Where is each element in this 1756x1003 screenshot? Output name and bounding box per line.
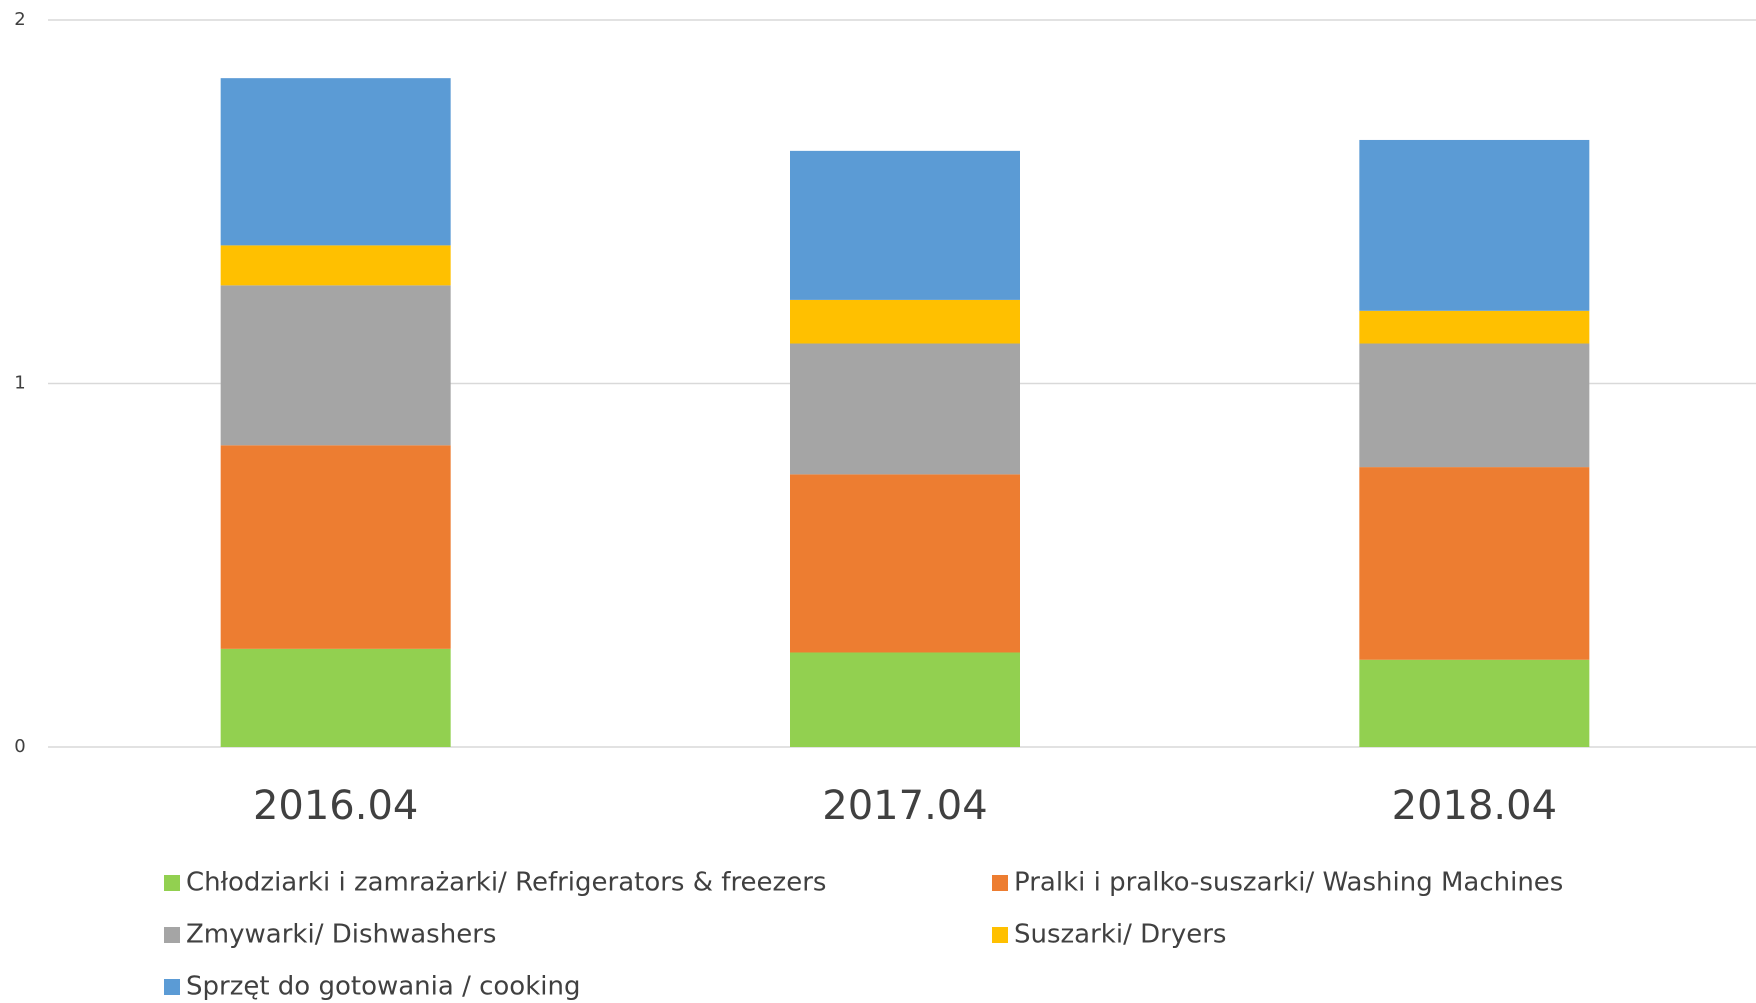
legend-swatch [992,927,1008,943]
legend-swatch [164,875,180,891]
x-tick-label: 2018.04 [1392,783,1557,829]
legend-swatch [164,927,180,943]
legend-swatch [164,979,180,995]
bar-segment [220,445,451,649]
legend-swatch [992,875,1008,891]
y-tick-label: 0 [14,736,25,757]
bar-segment [1359,139,1590,311]
bar-segment [220,78,451,246]
y-tick-label: 2 [14,9,25,30]
bar-segment [790,474,1020,653]
bar-segment [1359,659,1590,747]
legend-label: Zmywarki/ Dishwashers [186,920,496,950]
bar-segment [220,245,451,286]
y-tick-label: 1 [14,373,25,394]
bar-segment [220,648,451,747]
x-tick-label: 2016.04 [253,783,418,829]
x-tick-label: 2017.04 [822,783,987,829]
bar-segment [1359,467,1590,660]
legend-label: Pralki i pralko-suszarki/ Washing Machin… [1014,868,1563,898]
legend-label: Sprzęt do gotowania / cooking [186,972,580,1002]
bar-segment [790,343,1020,475]
bar-segment [220,285,451,446]
bar-segment [1359,310,1590,344]
legend-label: Suszarki/ Dryers [1014,920,1226,950]
legend-label: Chłodziarki i zamrażarki/ Refrigerators … [186,868,826,898]
bar-segment [790,299,1020,344]
bar-segment [790,150,1020,300]
bar-segment [1359,343,1590,468]
bar-segment [790,652,1020,747]
